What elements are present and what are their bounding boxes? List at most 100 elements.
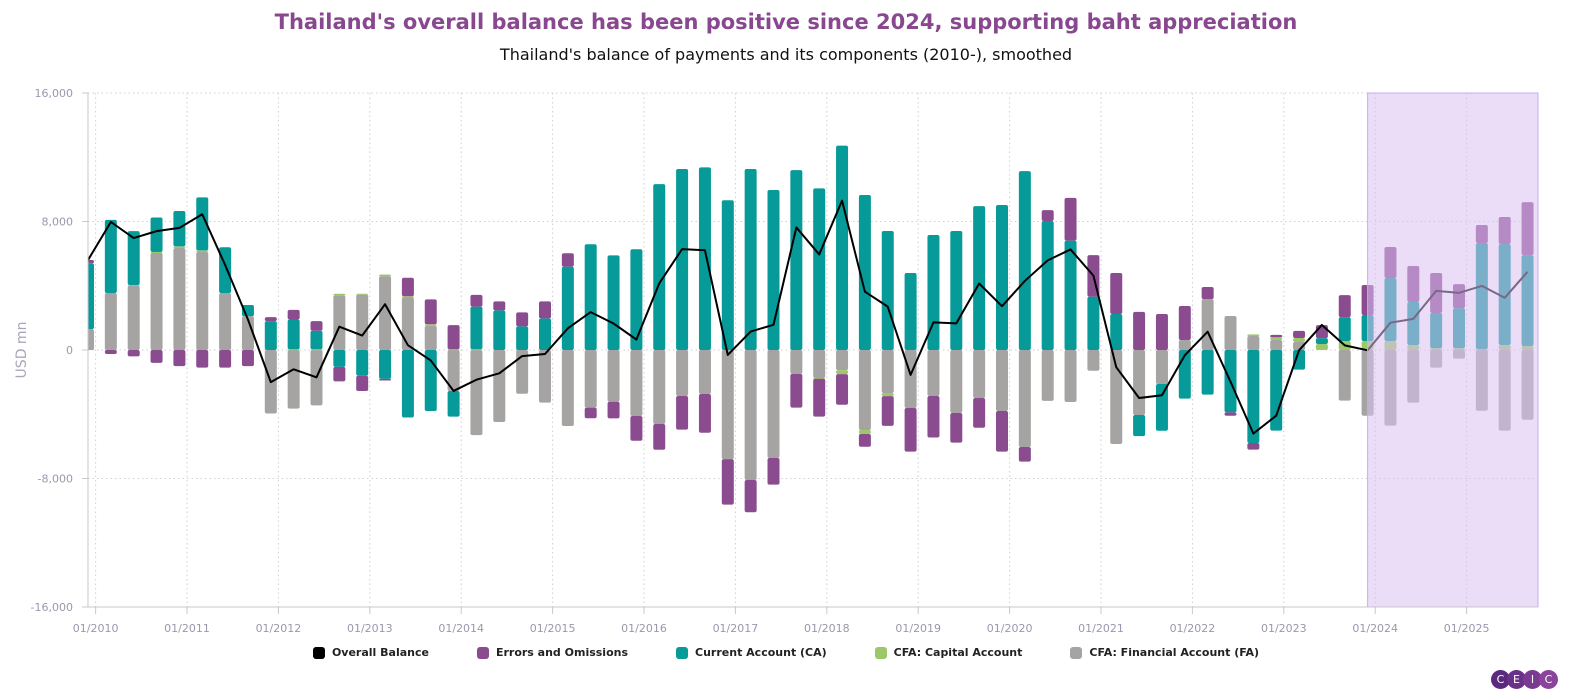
bar-cfa-capital-account [1315, 344, 1328, 350]
legend-swatch [874, 646, 887, 659]
bar-cfa-capital-account [333, 293, 346, 296]
bar-current-account-ca [493, 310, 506, 350]
bar-current-account-ca [630, 249, 643, 350]
bar-cfa-capital-account [173, 246, 186, 249]
highlight-shaded-period [1367, 92, 1539, 608]
x-tick-label: 01/2012 [256, 622, 302, 635]
bar-cfa-financial-account-fa [996, 350, 1008, 412]
bar-cfa-financial-account-fa [1064, 350, 1077, 403]
bar-cfa-financial-account-fa [470, 350, 483, 436]
bar-cfa-capital-account [836, 370, 849, 375]
bar-cfa-financial-account-fa [196, 252, 209, 350]
bar-current-account-ca [698, 167, 711, 350]
bar-cfa-financial-account-fa [607, 350, 620, 402]
bar-errors-and-omissions [150, 350, 163, 363]
bar-current-account-ca [127, 231, 140, 285]
bar-current-account-ca [1338, 317, 1351, 342]
x-tick-label: 01/2018 [804, 622, 850, 635]
bar-errors-and-omissions [630, 416, 643, 441]
bar-errors-and-omissions [241, 350, 254, 367]
bar-current-account-ca [721, 200, 734, 350]
bar-cfa-capital-account [813, 377, 826, 379]
bar-errors-and-omissions [539, 301, 551, 319]
bar-cfa-financial-account-fa [173, 248, 186, 350]
bar-errors-and-omissions [333, 366, 346, 382]
bar-cfa-financial-account-fa [104, 292, 117, 350]
bar-cfa-financial-account-fa [1155, 350, 1168, 385]
legend-item[interactable]: Errors and Omissions [476, 646, 629, 659]
bar-current-account-ca [996, 204, 1008, 350]
bar-cfa-financial-account-fa [836, 350, 849, 371]
bar-cfa-financial-account-fa [1018, 350, 1031, 448]
bar-errors-and-omissions [698, 394, 711, 433]
bar-current-account-ca [88, 263, 94, 330]
bar-cfa-financial-account-fa [127, 285, 140, 350]
bar-cfa-capital-account [287, 349, 300, 351]
bar-cfa-capital-account [196, 250, 209, 253]
bar-errors-and-omissions [996, 411, 1008, 452]
bar-errors-and-omissions [1064, 197, 1077, 241]
bar-cfa-financial-account-fa [881, 350, 894, 394]
bar-cfa-financial-account-fa [904, 350, 917, 408]
bar-errors-and-omissions [744, 479, 757, 513]
bar-current-account-ca [676, 168, 689, 350]
overall-balance-line [88, 199, 1529, 435]
bar-cfa-capital-account [470, 349, 483, 351]
bar-cfa-financial-account-fa [1270, 340, 1283, 350]
bar-errors-and-omissions [836, 374, 849, 405]
bar-errors-and-omissions [721, 459, 734, 505]
x-tick-label: 01/2011 [164, 622, 210, 635]
x-tick-label: 01/2020 [987, 622, 1033, 635]
x-tick-label: 01/2021 [1078, 622, 1124, 635]
legend-item[interactable]: CFA: Capital Account [874, 646, 1022, 659]
bar-current-account-ca [836, 145, 849, 350]
bar-cfa-financial-account-fa [447, 350, 460, 391]
legend-item[interactable]: Overall Balance [312, 646, 429, 659]
legend-label: CFA: Financial Account (FA) [1089, 646, 1260, 659]
bar-current-account-ca [1087, 296, 1100, 350]
bar-cfa-financial-account-fa [379, 276, 392, 350]
bar-cfa-financial-account-fa [927, 350, 940, 396]
bar-errors-and-omissions [447, 325, 460, 350]
bar-errors-and-omissions [310, 321, 323, 331]
bar-errors-and-omissions [1155, 314, 1168, 350]
bar-current-account-ca [1201, 350, 1214, 395]
bar-cfa-financial-account-fa [88, 329, 94, 350]
bar-errors-and-omissions [173, 350, 186, 367]
bar-errors-and-omissions [1247, 443, 1260, 450]
bar-errors-and-omissions [767, 457, 780, 485]
legend-swatch [312, 646, 325, 659]
bar-errors-and-omissions [561, 253, 574, 267]
legend-item[interactable]: CFA: Financial Account (FA) [1070, 646, 1259, 659]
bars [88, 145, 1534, 513]
legend-swatch [476, 646, 489, 659]
bar-cfa-capital-account [379, 274, 392, 277]
bar-current-account-ca [561, 266, 574, 350]
bar-cfa-financial-account-fa [333, 295, 346, 350]
bar-current-account-ca [927, 234, 940, 350]
bar-cfa-capital-account [310, 349, 323, 351]
x-tick-label: 01/2019 [895, 622, 941, 635]
x-tick-label: 01/2022 [1170, 622, 1216, 635]
y-tick-label: -16,000 [31, 601, 73, 614]
bar-errors-and-omissions [676, 395, 689, 430]
bar-errors-and-omissions [88, 260, 94, 264]
chart-subtitle: Thailand's balance of payments and its c… [499, 45, 1073, 64]
bar-errors-and-omissions [950, 412, 963, 443]
bar-cfa-financial-account-fa [401, 296, 414, 350]
legend-item[interactable]: Current Account (CA) [676, 646, 827, 659]
bar-current-account-ca [1155, 384, 1168, 431]
bar-cfa-financial-account-fa [1133, 350, 1146, 416]
legend-label: Errors and Omissions [495, 646, 629, 659]
y-axis-label: USD mn [14, 322, 30, 379]
y-tick-label: 16,000 [35, 87, 74, 100]
bar-errors-and-omissions [1315, 325, 1328, 339]
bar-current-account-ca [973, 206, 986, 350]
bar-cfa-financial-account-fa [813, 350, 826, 378]
bar-errors-and-omissions [424, 299, 437, 325]
bar-current-account-ca [904, 273, 917, 350]
bar-errors-and-omissions [858, 434, 871, 447]
